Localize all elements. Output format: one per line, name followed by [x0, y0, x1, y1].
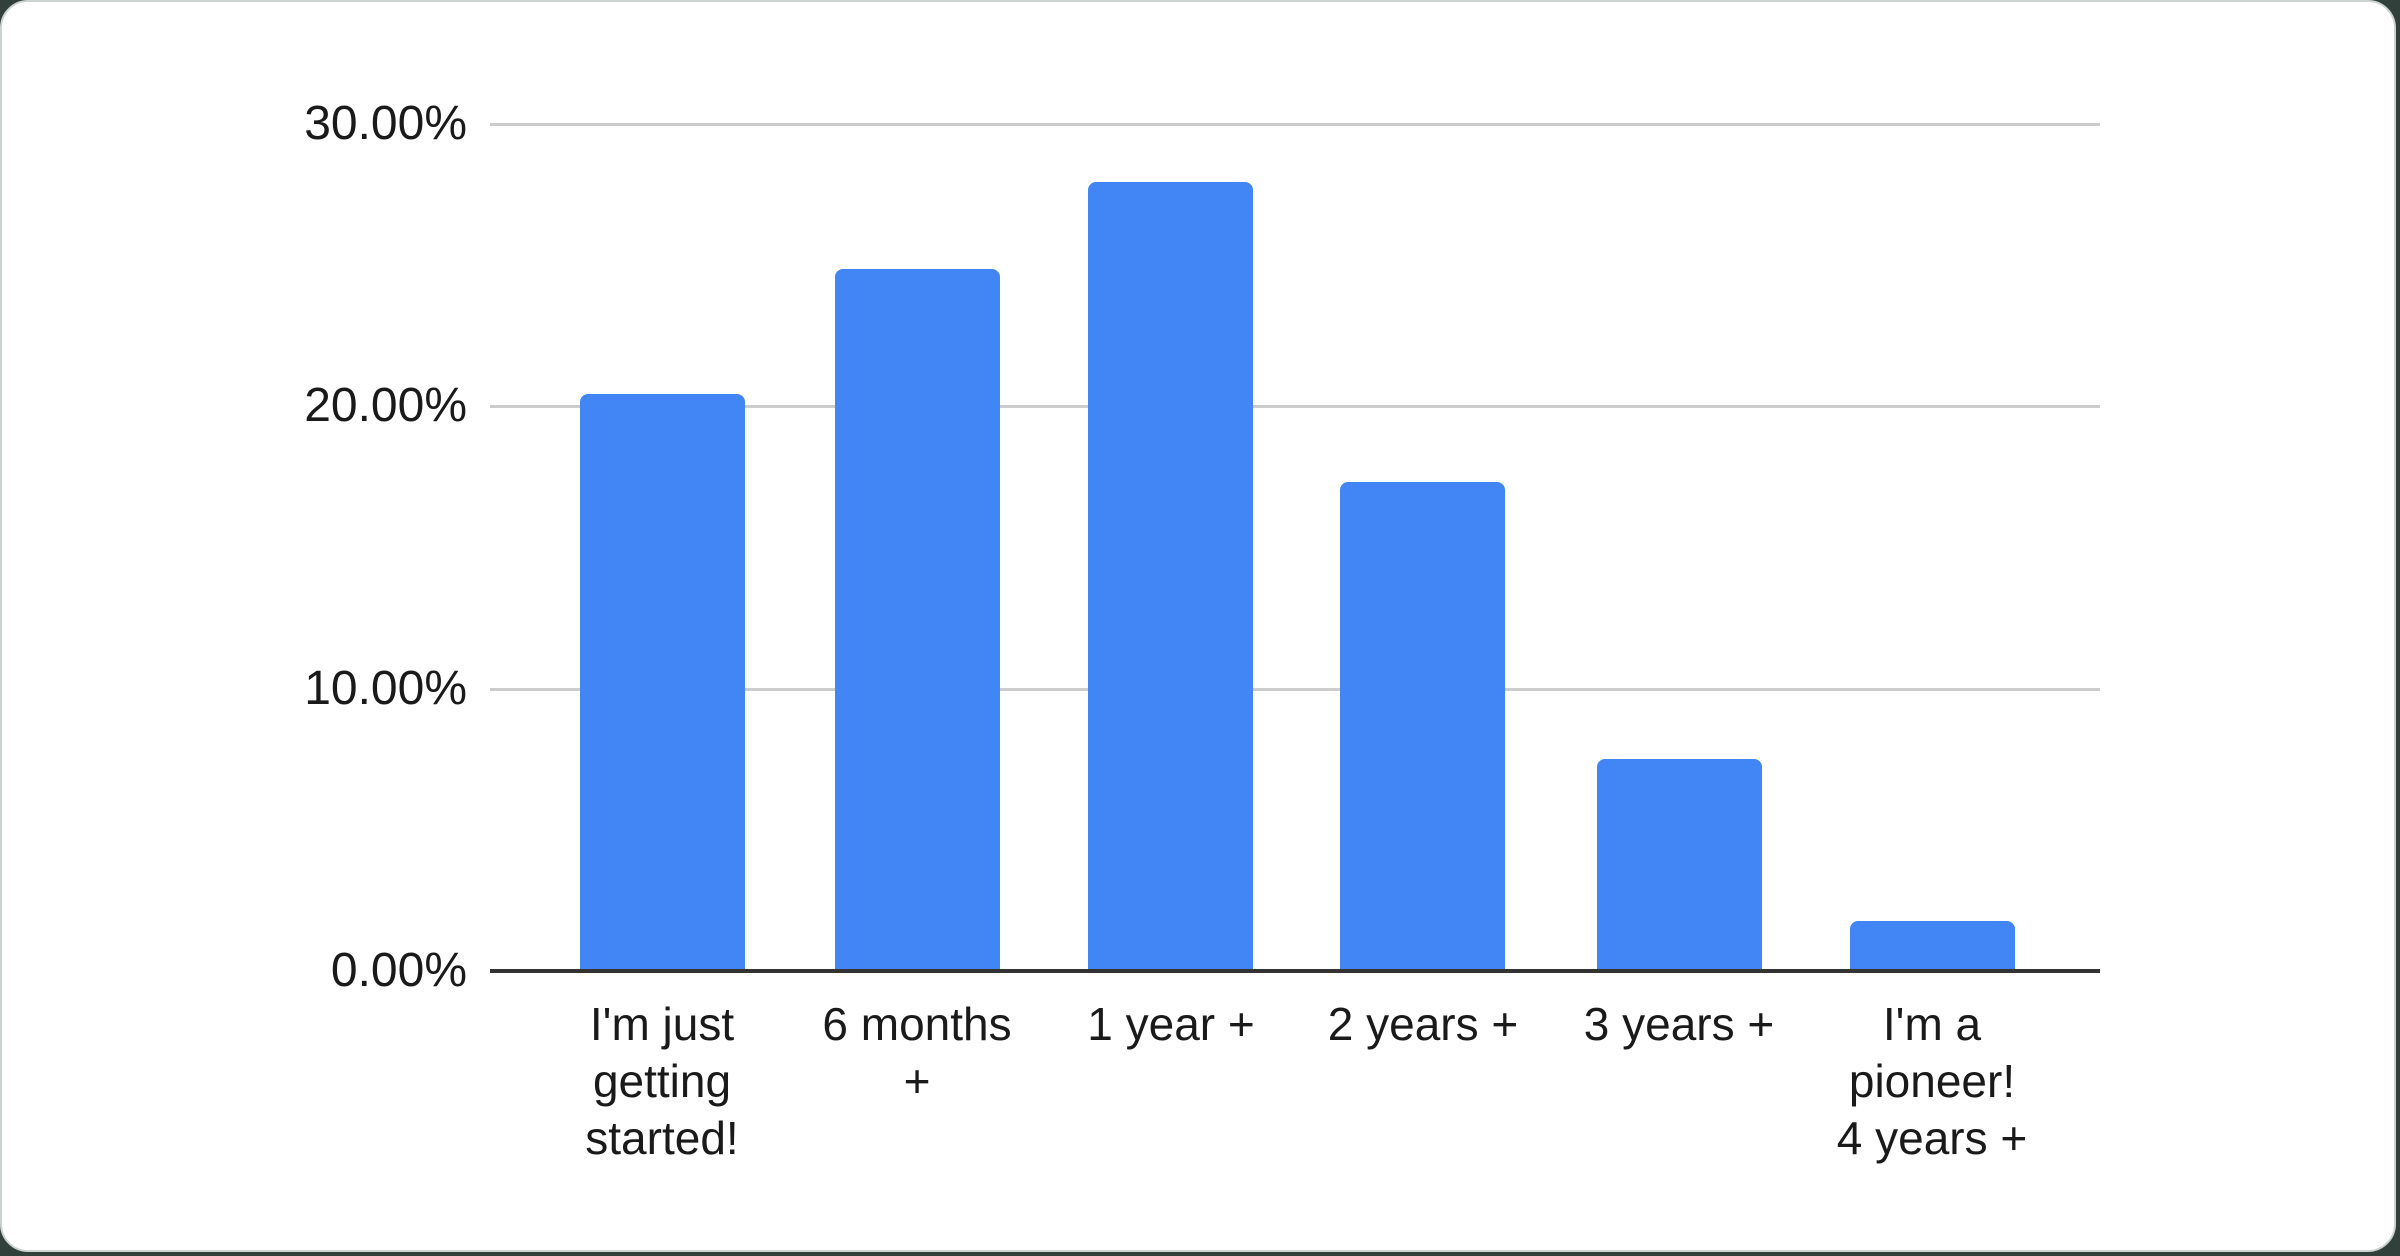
bar-3[interactable]: [1088, 181, 1253, 971]
y-tick-label: 10.00%: [304, 661, 467, 715]
y-tick-label: 0.00%: [330, 944, 467, 997]
bar-6[interactable]: [1850, 921, 2015, 971]
x-category-label: 1 year +: [1087, 998, 1255, 1050]
bar-2[interactable]: [835, 268, 1000, 971]
bar-5[interactable]: [1597, 758, 1762, 971]
x-category-label: 3 years +: [1583, 998, 1775, 1050]
x-category-label: I'm a pioneer! 4 years +: [1836, 998, 2028, 1164]
gridline-20: [490, 405, 2100, 409]
y-tick-label: 20.00%: [304, 379, 467, 433]
y-tick-label: 30.00%: [304, 97, 467, 150]
gridline-10: [490, 687, 2100, 691]
bar-1[interactable]: [580, 393, 745, 971]
bar-4[interactable]: [1340, 482, 1505, 971]
x-category-label: 2 years +: [1327, 998, 1519, 1050]
x-axis-line: [490, 969, 2100, 973]
plot-area: [490, 123, 2100, 971]
gridline-30: [490, 123, 2100, 126]
x-category-label: I'm just getting started!: [585, 998, 739, 1164]
x-category-label: 6 months +: [822, 998, 1012, 1107]
